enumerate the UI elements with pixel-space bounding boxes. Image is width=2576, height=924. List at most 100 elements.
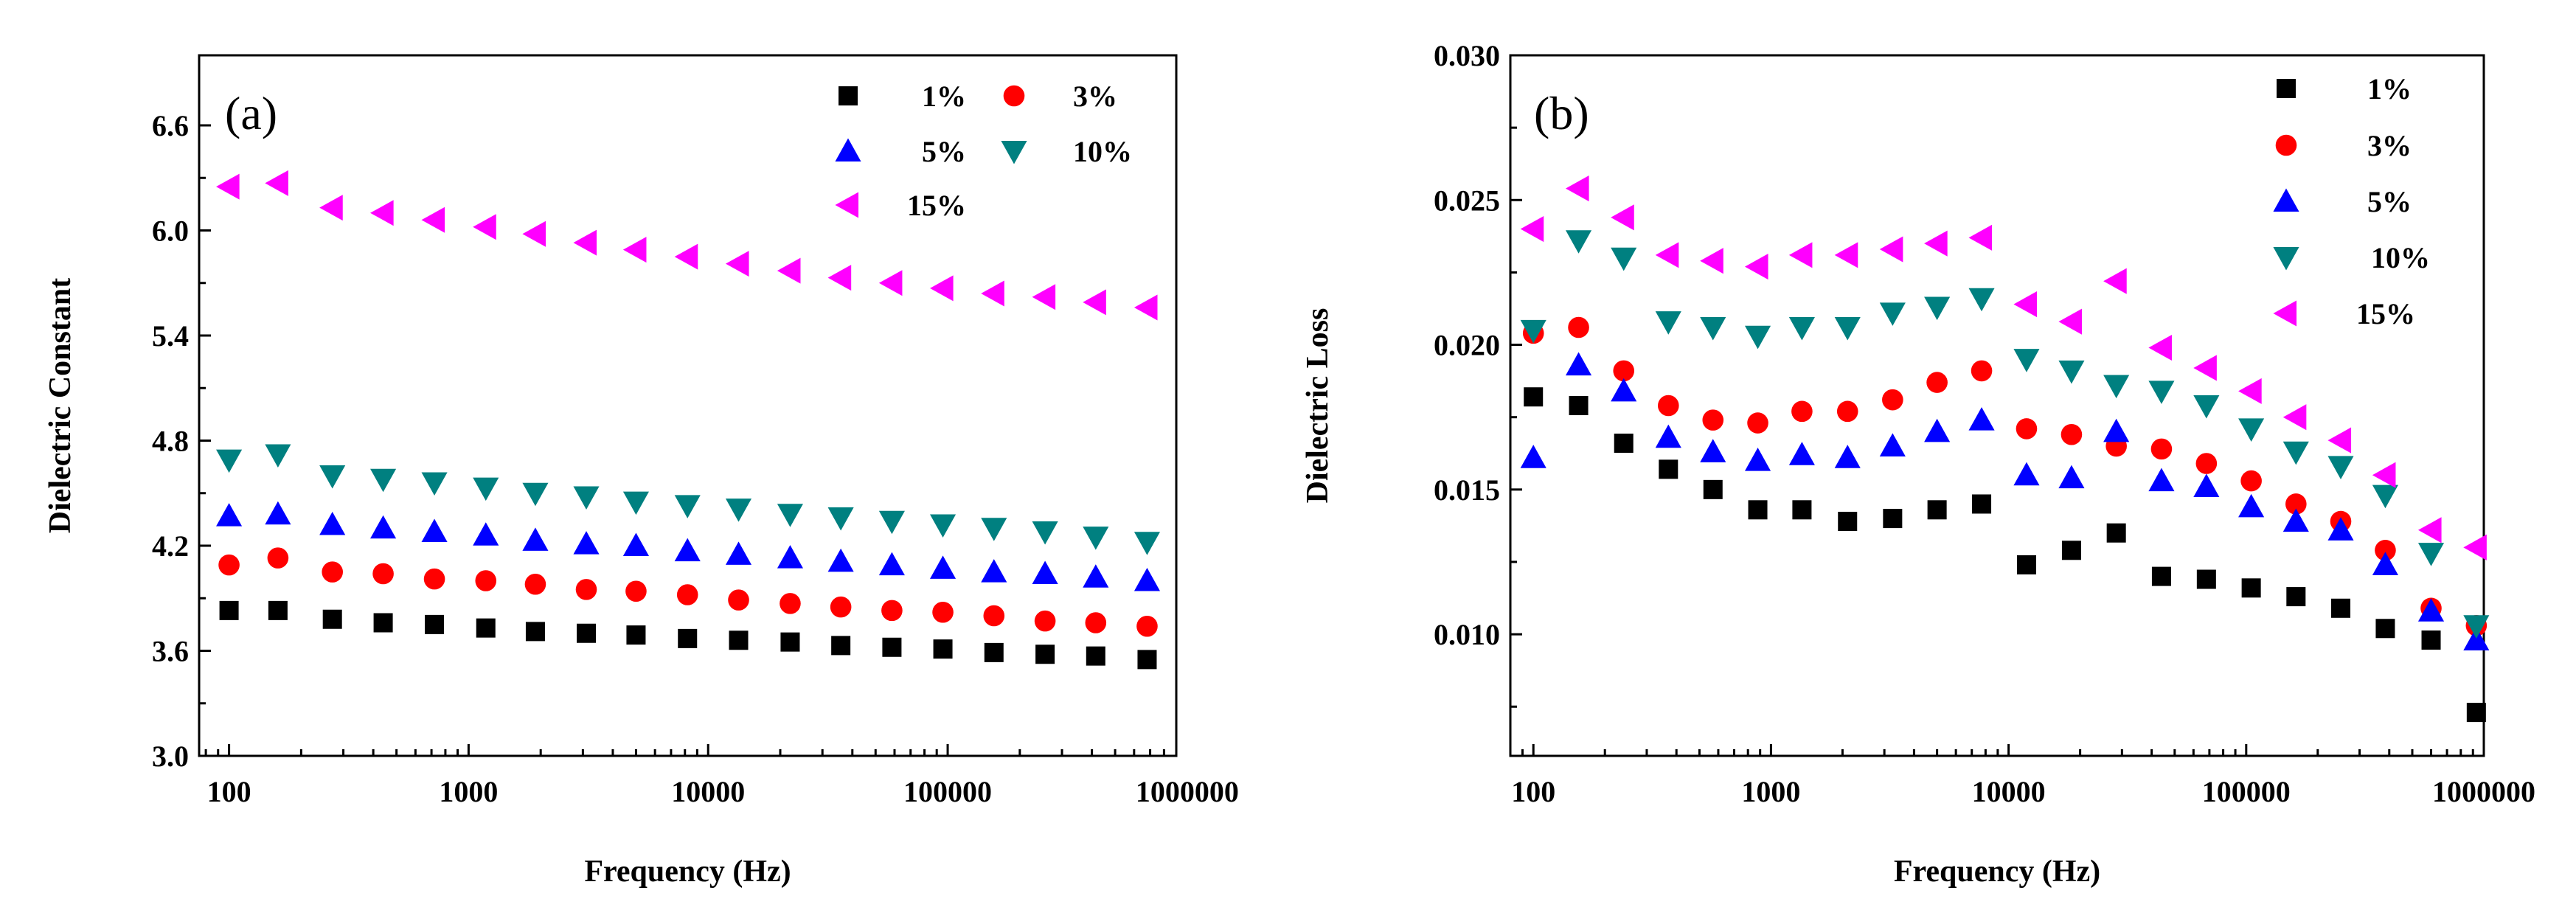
data-point xyxy=(2327,456,2354,479)
data-point xyxy=(216,449,243,473)
data-point xyxy=(1655,424,1681,448)
data-point xyxy=(878,270,903,296)
data-point xyxy=(1659,459,1678,479)
legend-marker xyxy=(2275,134,2297,156)
series-10% xyxy=(216,444,1161,555)
data-point xyxy=(473,477,499,501)
data-point xyxy=(265,444,291,468)
data-point xyxy=(1834,242,1858,268)
legend-marker xyxy=(835,138,861,162)
data-point xyxy=(265,170,288,196)
data-point xyxy=(2331,598,2351,618)
data-point xyxy=(1747,412,1768,434)
data-point xyxy=(2282,404,2307,431)
legend-marker xyxy=(839,86,858,105)
data-point xyxy=(622,532,649,557)
data-point xyxy=(1655,242,1679,268)
data-point xyxy=(2466,703,2486,723)
y-tick-label: 0.025 xyxy=(1434,184,1500,217)
data-point xyxy=(1748,500,1768,520)
data-point xyxy=(2327,517,2354,541)
data-point xyxy=(319,511,346,535)
data-point xyxy=(2150,438,2173,460)
data-point xyxy=(1788,442,1815,465)
x-axis-title: Frequency (Hz) xyxy=(1894,855,2100,889)
data-point xyxy=(1927,500,1947,520)
data-point xyxy=(2417,543,2445,566)
data-point xyxy=(2016,418,2038,440)
data-point xyxy=(1565,230,1592,254)
data-point xyxy=(1879,302,1906,326)
data-point xyxy=(830,596,852,618)
data-point xyxy=(981,518,1007,541)
data-point xyxy=(881,600,903,622)
data-point xyxy=(2103,268,2127,294)
data-point xyxy=(1524,387,1544,407)
data-point xyxy=(933,639,953,659)
data-point xyxy=(370,200,394,226)
data-point xyxy=(678,628,698,648)
data-point xyxy=(1086,646,1105,666)
data-point xyxy=(2372,484,2398,509)
data-point xyxy=(522,220,546,247)
data-point xyxy=(1565,176,1589,202)
data-point xyxy=(1838,512,1858,532)
data-point xyxy=(2282,508,2309,532)
x-axis-title: Frequency (Hz) xyxy=(584,855,791,889)
data-point xyxy=(475,570,497,591)
data-point xyxy=(2375,619,2395,639)
data-point xyxy=(725,541,752,565)
data-point xyxy=(984,642,1004,662)
x-tick-label: 100000 xyxy=(2202,775,2291,808)
data-point xyxy=(827,265,852,291)
data-point xyxy=(2148,381,2175,404)
data-point xyxy=(1879,236,1903,263)
data-point xyxy=(1882,389,1903,411)
data-point xyxy=(219,600,239,620)
data-point xyxy=(268,600,288,620)
legend-label: 5% xyxy=(922,135,966,168)
data-point xyxy=(1971,360,1993,382)
x-tick-label: 100000 xyxy=(903,775,992,808)
data-point xyxy=(780,593,801,614)
y-tick-label: 4.8 xyxy=(152,425,189,458)
data-point xyxy=(2058,308,2082,335)
data-point xyxy=(2372,552,2398,575)
legend-label: 15% xyxy=(907,189,966,222)
y-tick-label: 3.0 xyxy=(152,740,189,773)
data-point xyxy=(622,491,649,515)
data-point xyxy=(777,504,803,527)
data-point xyxy=(2193,355,2217,381)
data-point xyxy=(421,206,445,233)
data-point xyxy=(2463,534,2487,560)
data-point xyxy=(981,280,1004,307)
legend-label: 1% xyxy=(922,80,966,113)
data-point xyxy=(777,545,803,569)
data-point xyxy=(929,275,954,302)
data-point xyxy=(373,613,393,633)
data-point xyxy=(2148,468,2175,492)
data-point xyxy=(2013,349,2040,372)
y-tick-label: 3.6 xyxy=(152,635,189,668)
legend-label: 5% xyxy=(2367,185,2412,218)
data-point xyxy=(1924,296,1951,321)
data-point xyxy=(2106,523,2126,543)
data-point xyxy=(1611,204,1634,231)
data-point xyxy=(1834,316,1861,341)
data-point xyxy=(2238,378,2262,404)
data-point xyxy=(216,173,240,200)
x-tick-label: 1000000 xyxy=(2432,775,2535,808)
data-point xyxy=(372,563,394,585)
data-point xyxy=(725,499,752,522)
data-point xyxy=(573,486,600,510)
data-point xyxy=(1968,224,1993,251)
data-point xyxy=(2282,441,2309,465)
data-point xyxy=(319,465,346,489)
data-point xyxy=(421,518,448,543)
y-tick-label: 5.4 xyxy=(152,319,189,352)
data-point xyxy=(370,515,397,539)
data-point xyxy=(2013,291,2037,318)
data-point xyxy=(878,552,905,576)
legend-label: 15% xyxy=(2356,297,2415,330)
